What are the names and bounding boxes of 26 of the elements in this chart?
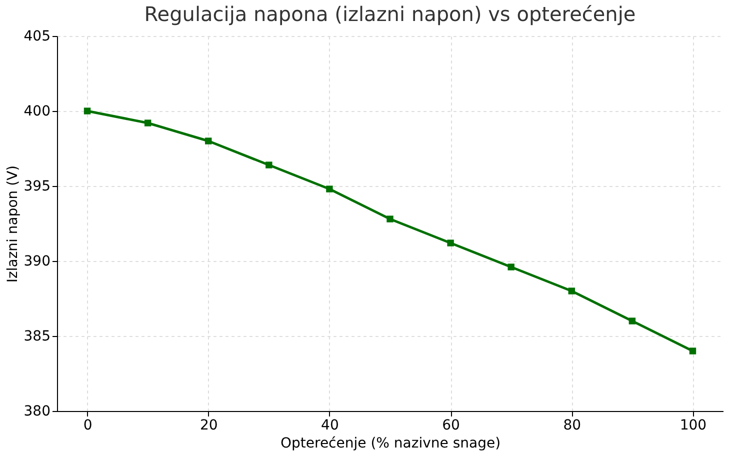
point bbox=[689, 348, 696, 354]
y-tick-label: 405 bbox=[24, 28, 50, 44]
point bbox=[386, 216, 394, 222]
y-tick-label: 395 bbox=[24, 178, 50, 194]
x-tick-label: 80 bbox=[563, 418, 582, 434]
y-tick-label: 390 bbox=[24, 254, 50, 270]
point bbox=[266, 162, 272, 168]
x-axis-title: Opterećenje (% nazivne snage) bbox=[280, 436, 501, 452]
y-axis-title: Izlazni napon (V) bbox=[4, 165, 21, 283]
point bbox=[84, 108, 91, 114]
x-tick-label: 20 bbox=[200, 418, 218, 434]
point bbox=[508, 264, 514, 270]
x-tick-label: 0 bbox=[83, 418, 92, 434]
x-tick-label: 100 bbox=[680, 418, 707, 434]
x-tick-label: 40 bbox=[321, 418, 339, 434]
point bbox=[568, 288, 575, 294]
point bbox=[144, 120, 152, 126]
point bbox=[205, 138, 212, 144]
point bbox=[447, 240, 454, 246]
point bbox=[326, 186, 333, 192]
chart-title: Regulacija napona (izlazni napon) vs opterećenje bbox=[144, 2, 636, 26]
x-tick-label: 60 bbox=[442, 418, 460, 434]
y-tick-label: 400 bbox=[24, 104, 50, 120]
y-tick-label: 380 bbox=[24, 404, 50, 420]
y-tick-label: 385 bbox=[24, 328, 50, 344]
point bbox=[628, 318, 636, 324]
